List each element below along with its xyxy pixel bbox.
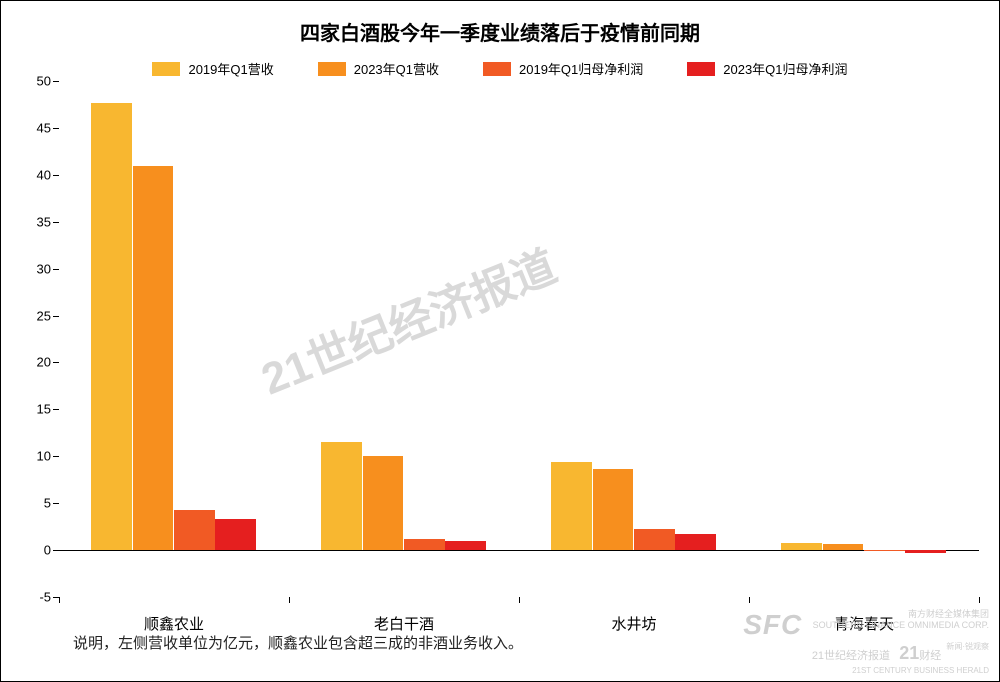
x-category-label: 水井坊 [611, 597, 656, 634]
bar [551, 462, 592, 550]
legend: 2019年Q1营收 2023年Q1营收 2019年Q1归母净利润 2023年Q1归母净… [1, 59, 999, 78]
chart-container: 四家白酒股今年一季度业绩落后于疫情前同期 2019年Q1营收2023年Q1营收2… [0, 0, 1000, 682]
y-tick-mark [53, 503, 59, 504]
bar [781, 543, 822, 551]
legend-swatch [483, 62, 511, 76]
brand-cj-side: 新闻·锐观察 [946, 643, 989, 652]
x-tick-mark [519, 597, 520, 603]
bar [675, 534, 716, 550]
y-tick-mark [53, 316, 59, 317]
legend-label: 2019年Q1归母净利润 [519, 59, 643, 78]
x-tick-mark [289, 597, 290, 603]
x-category-label: 老白干酒 [374, 597, 434, 634]
bar [363, 456, 404, 550]
bar [133, 166, 174, 550]
bar [905, 550, 946, 553]
x-tick-mark [749, 597, 750, 603]
legend-swatch [318, 62, 346, 76]
legend-label: 2023年Q1归母净利润 [723, 59, 847, 78]
y-tick-mark [53, 269, 59, 270]
brand-sfc-cn: 南方财经全媒体集团 [813, 609, 989, 620]
bar [91, 103, 132, 551]
legend-label: 2023年Q1营收 [354, 59, 439, 78]
bar [823, 544, 864, 550]
legend-item: 2023年Q1归母净利润 [687, 59, 847, 78]
legend-label: 2019年Q1营收 [188, 59, 273, 78]
legend-item: 2023年Q1营收 [318, 59, 439, 78]
y-tick-mark [53, 409, 59, 410]
brand-sfc-en: SOUTHERN FINANCE OMNIMEDIA CORP. [813, 620, 989, 631]
brand-21-logo: 21 [899, 643, 919, 663]
brand-cj-label: 财经 [919, 650, 941, 662]
bar [404, 539, 445, 550]
y-tick-mark [53, 175, 59, 176]
y-tick-mark [53, 222, 59, 223]
bar [593, 469, 634, 550]
plot-area: -505101520253035404550顺鑫农业老白干酒水井坊青海春天 [59, 81, 979, 597]
legend-swatch [152, 62, 180, 76]
legend-item: 2019年Q1归母净利润 [483, 59, 643, 78]
x-category-label: 顺鑫农业 [144, 597, 204, 634]
legend-item: 2019年Q1营收 [152, 59, 273, 78]
x-tick-mark [59, 597, 60, 603]
y-tick-mark [53, 456, 59, 457]
x-tick-mark [979, 597, 980, 603]
legend-swatch [687, 62, 715, 76]
bar [634, 529, 675, 551]
y-tick-mark [53, 550, 59, 551]
brand-sfc-logo: SFC [743, 609, 802, 641]
brand-21en: 21ST CENTURY BUSINESS HERALD [852, 666, 989, 675]
x-axis-line [59, 550, 979, 551]
y-tick-mark [53, 81, 59, 82]
chart-title: 四家白酒股今年一季度业绩落后于疫情前同期 [1, 17, 999, 46]
bar [321, 442, 362, 550]
bar [445, 541, 486, 550]
brand-21cn: 21世纪经济报道 [812, 650, 890, 662]
y-tick-mark [53, 128, 59, 129]
footer-note: 说明，左侧营收单位为亿元，顺鑫农业包含超三成的非酒业务收入。 [73, 632, 523, 653]
bar [215, 519, 256, 550]
brand-watermark: SFC 南方财经全媒体集团 SOUTHERN FINANCE OMNIMEDIA… [743, 609, 989, 675]
y-tick-mark [53, 362, 59, 363]
bar [174, 510, 215, 550]
bar [864, 550, 905, 551]
